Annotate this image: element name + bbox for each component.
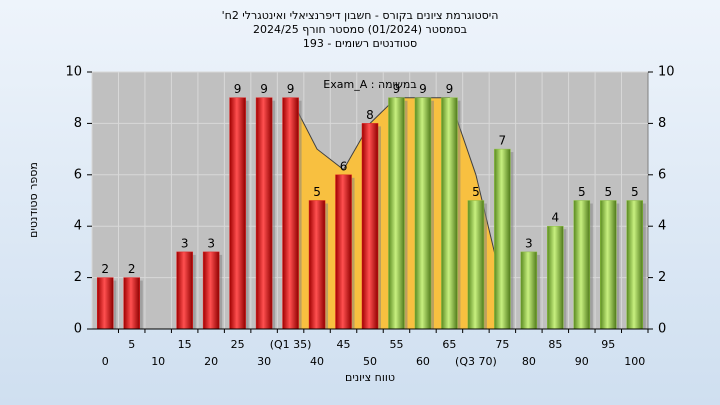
bar — [388, 97, 405, 330]
data-label: 3 — [181, 236, 189, 250]
x-tick-label: 65 — [442, 338, 456, 351]
y2-tick-label: 2 — [658, 270, 666, 285]
data-label: 9 — [234, 82, 242, 96]
x-tick-label: 15 — [178, 338, 192, 351]
x-tick-label: 75 — [495, 338, 509, 351]
x-tick-label: (Q3 70) — [455, 355, 497, 368]
x-tick-label: 100 — [624, 355, 645, 368]
x-tick-label: 25 — [231, 338, 245, 351]
y-axis-label: מספר סטודנטים — [27, 162, 40, 238]
x-tick-label: 60 — [416, 355, 430, 368]
bar — [335, 174, 352, 330]
subtitle: סטודנטים רשומים - 193 — [303, 37, 417, 50]
bar — [626, 200, 644, 330]
data-label: 9 — [287, 82, 295, 96]
bar — [308, 200, 326, 330]
subtitle: בסמסטר (01/2024) סמסטר חורף 2024/25 — [253, 23, 467, 36]
data-label: 8 — [366, 108, 374, 122]
y2-tick-label: 8 — [658, 116, 666, 131]
x-tick-label: 90 — [575, 355, 589, 368]
bar — [467, 200, 485, 330]
data-label: 9 — [446, 82, 454, 96]
x-tick-label: 0 — [102, 355, 109, 368]
x-tick-label: 40 — [310, 355, 324, 368]
data-label: 3 — [525, 236, 533, 250]
x-tick-label: 95 — [601, 338, 615, 351]
bar — [255, 97, 273, 330]
bar — [282, 97, 299, 330]
y2-tick-label: 0 — [658, 322, 666, 337]
bar — [123, 277, 140, 330]
bar — [202, 251, 220, 330]
x-tick-label: 85 — [548, 338, 562, 351]
data-label: 6 — [340, 159, 348, 173]
x-tick-label: 50 — [363, 355, 377, 368]
bar — [547, 225, 564, 330]
bar — [600, 200, 617, 330]
x-tick-label: (Q1 35) — [270, 338, 312, 351]
data-label: 9 — [393, 82, 401, 96]
y-tick-label: 4 — [74, 219, 82, 234]
x-tick-label: 30 — [257, 355, 271, 368]
bar — [573, 200, 591, 330]
data-label: 5 — [313, 185, 321, 199]
y-tick-label: 6 — [74, 167, 82, 182]
y-tick-label: 2 — [74, 270, 82, 285]
data-label: 5 — [604, 185, 612, 199]
x-axis-label: טווח ציונים — [345, 371, 395, 384]
x-tick-label: 5 — [128, 338, 135, 351]
bar — [494, 148, 511, 330]
x-tick-label: 55 — [389, 338, 403, 351]
data-label: 5 — [631, 185, 639, 199]
y-tick-label: 0 — [74, 322, 82, 337]
y-tick-label: 8 — [74, 116, 82, 131]
y2-tick-label: 6 — [658, 167, 666, 182]
bar — [414, 97, 432, 330]
data-label: 5 — [472, 185, 480, 199]
bar — [520, 251, 538, 330]
data-label: 2 — [128, 262, 136, 276]
x-tick-label: 80 — [522, 355, 536, 368]
bar — [361, 123, 379, 330]
bar — [441, 97, 458, 330]
y-tick-label: 10 — [65, 65, 82, 80]
bar — [96, 277, 114, 330]
data-label: 9 — [260, 82, 268, 96]
x-tick-label: 45 — [337, 338, 351, 351]
title: היסטוגרמת ציונים בקורס - חשבון דיפרנציאל… — [222, 9, 499, 22]
data-label: 2 — [101, 262, 109, 276]
data-label: 9 — [419, 82, 427, 96]
x-tick-label: 10 — [151, 355, 165, 368]
data-label: 7 — [499, 134, 507, 148]
x-tick-label: 20 — [204, 355, 218, 368]
data-label: 4 — [552, 211, 560, 225]
data-label: 3 — [207, 236, 215, 250]
annotation: במשימה : Exam_A — [323, 78, 416, 91]
y2-tick-label: 4 — [658, 219, 666, 234]
y2-tick-label: 10 — [658, 65, 675, 80]
bar — [229, 97, 246, 330]
bar — [176, 251, 193, 330]
data-label: 5 — [578, 185, 586, 199]
